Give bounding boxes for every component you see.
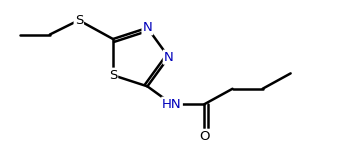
- Text: O: O: [199, 130, 210, 143]
- Text: N: N: [143, 21, 152, 34]
- Text: S: S: [75, 14, 83, 27]
- Text: HN: HN: [162, 98, 182, 111]
- Text: N: N: [164, 51, 173, 64]
- Text: S: S: [109, 69, 117, 82]
